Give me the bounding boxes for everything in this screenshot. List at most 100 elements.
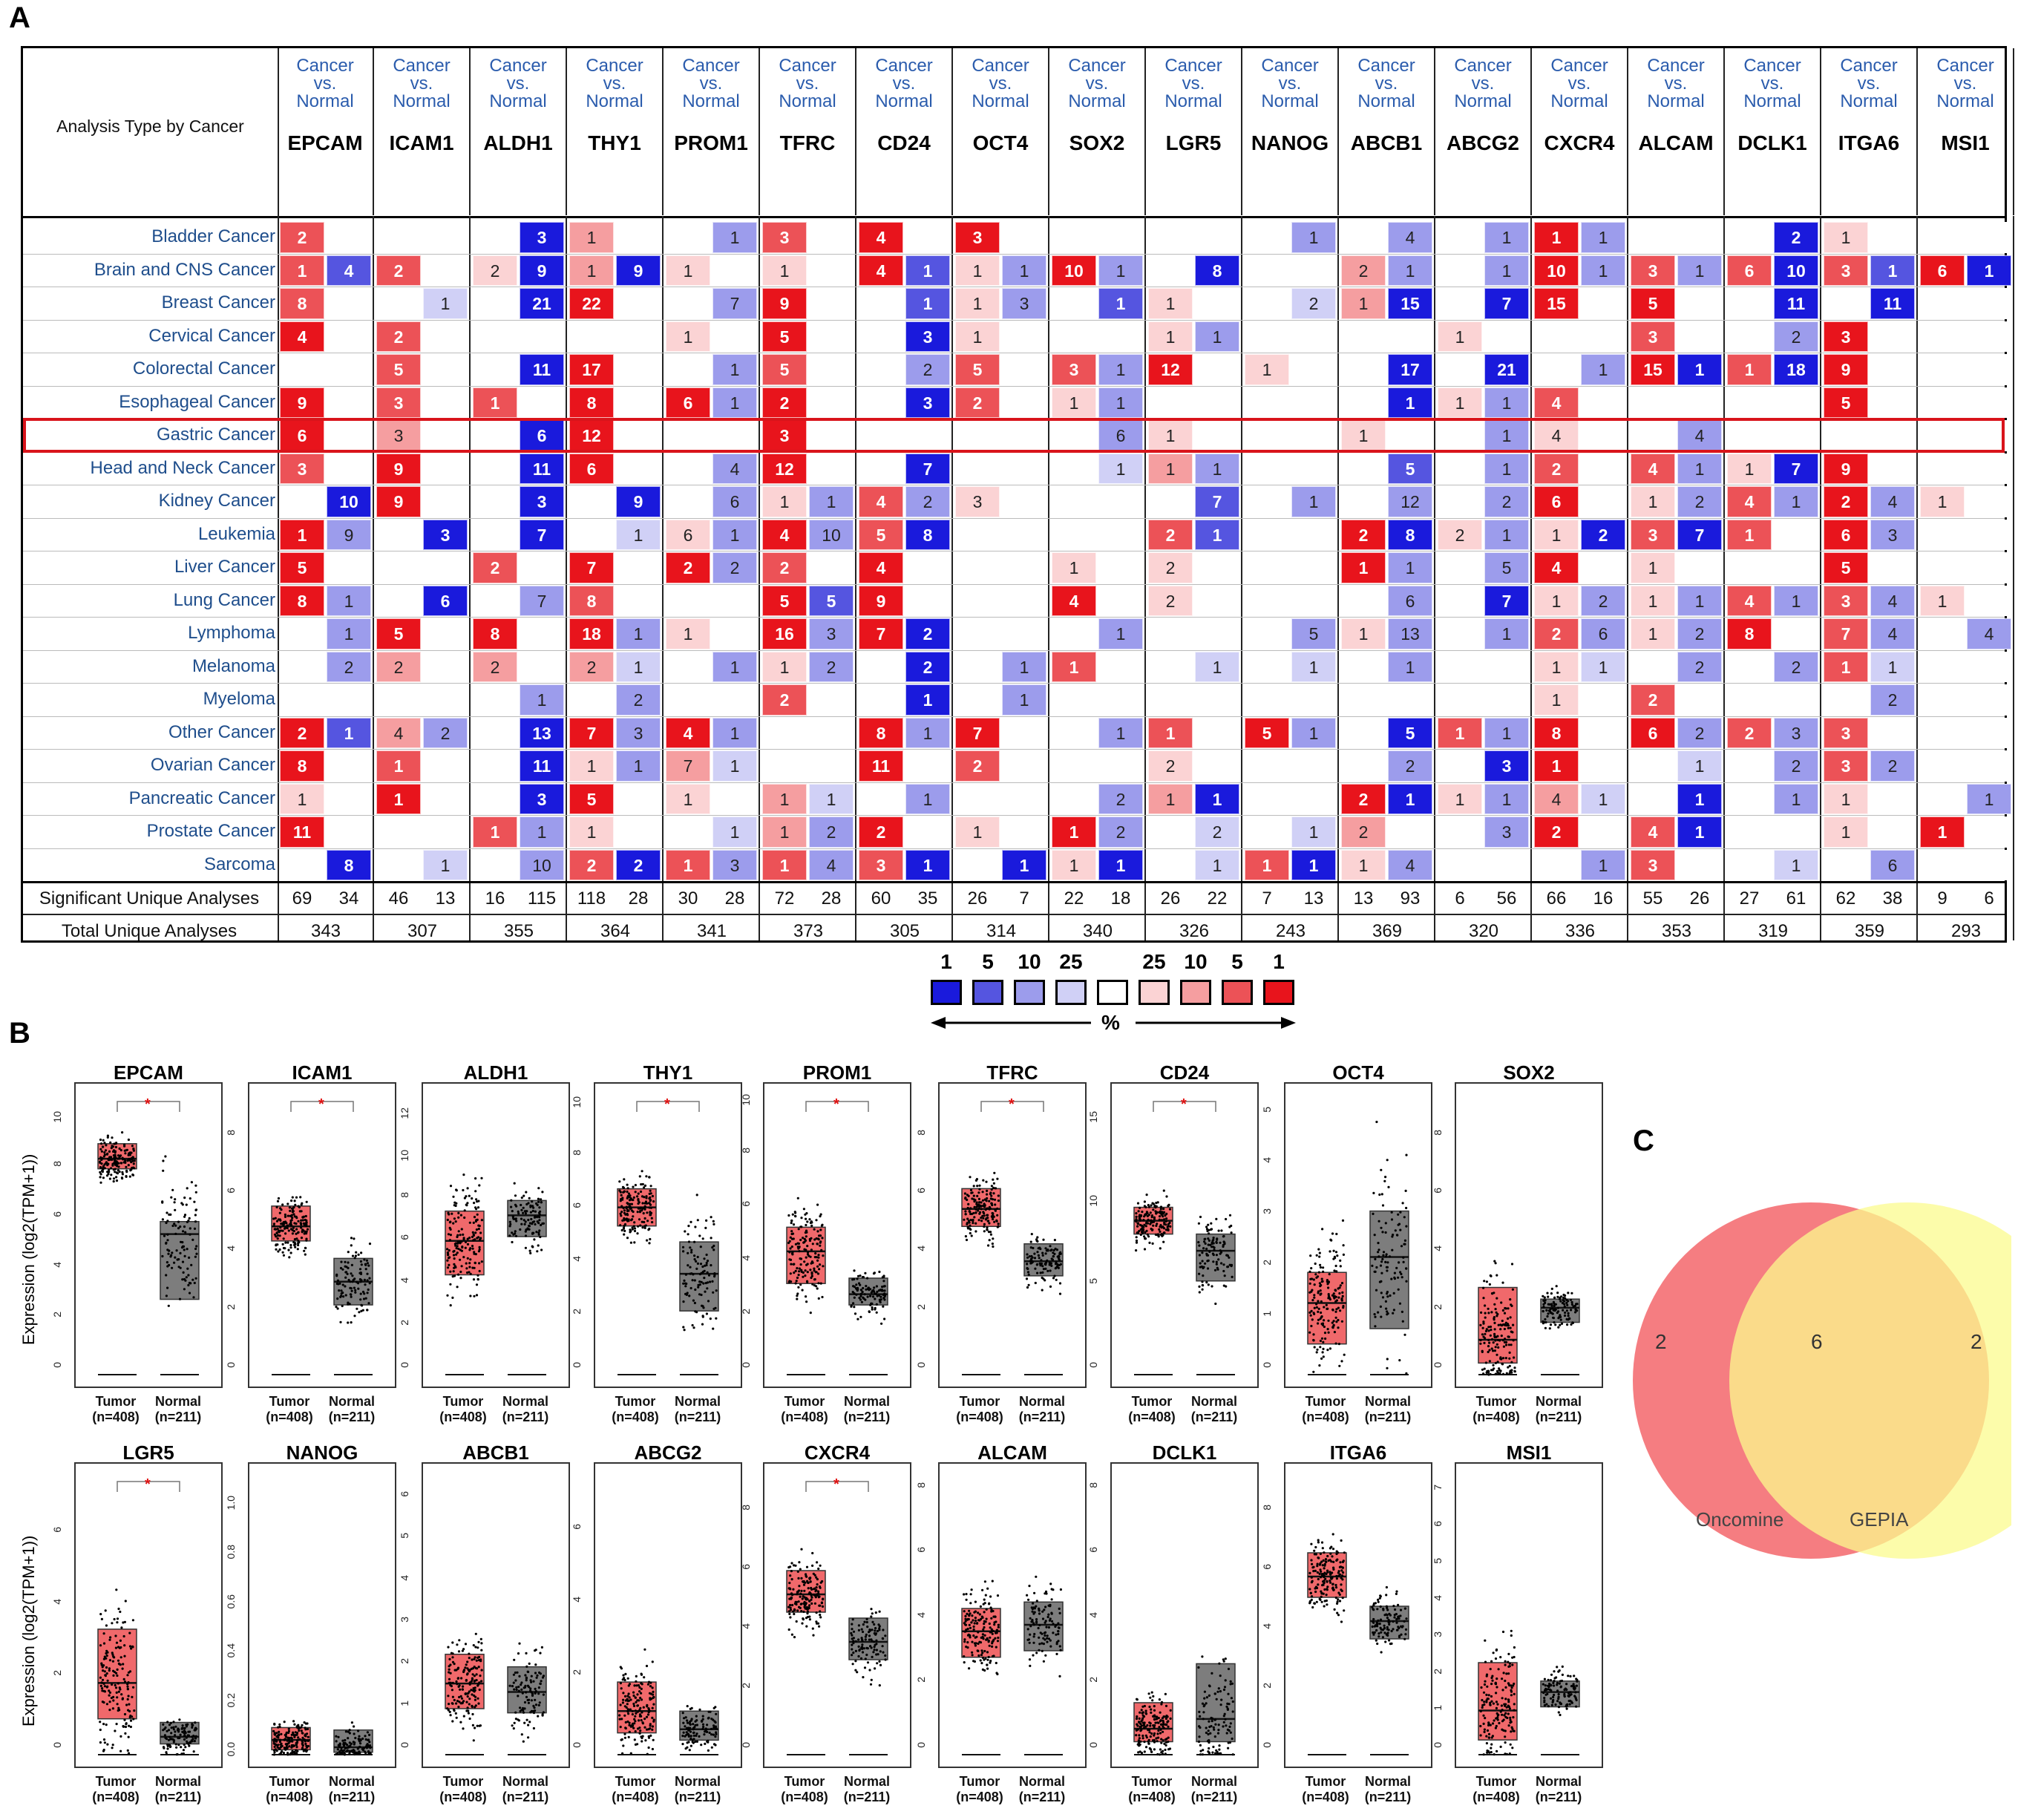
comparison-label: Cancer vs. Normal — [1339, 57, 1434, 111]
boxplot-canvas: * — [1133, 1096, 1236, 1375]
comparison-label-line: vs. — [1953, 73, 1977, 94]
overexpression-cell: 2 — [1727, 717, 1772, 748]
total-count: 243 — [1275, 921, 1306, 941]
summary-middle-rule — [23, 914, 2005, 915]
y-tick-label: 0 — [399, 1362, 410, 1368]
overexpression-cell — [1245, 750, 1289, 782]
y-tick-label: 6 — [740, 1201, 752, 1208]
overexpression-cell: 1 — [1534, 585, 1579, 616]
total-analyses-label: Total Unique Analyses — [61, 921, 237, 941]
group-name: Normal — [674, 1394, 721, 1409]
y-tick-label: 0 — [740, 1742, 752, 1748]
group-size: (n=211) — [674, 1790, 721, 1804]
group-size: (n=211) — [1190, 1790, 1238, 1804]
y-tick-label: 2 — [399, 1319, 410, 1326]
overexpression-cell: 1 — [666, 783, 710, 814]
significant-count: 22 — [1207, 888, 1228, 909]
row-label-bladder-cancer: Bladder Cancer — [151, 226, 275, 246]
underexpression-cell — [1677, 684, 1722, 716]
overexpression-cell — [1438, 816, 1482, 848]
normal-box — [1369, 1210, 1409, 1329]
underexpression-cell: 2 — [905, 651, 950, 682]
comparison-label-line: Cancer — [682, 56, 740, 76]
underexpression-cell: 1 — [1581, 651, 1625, 682]
underexpression-cell — [1967, 651, 2011, 682]
y-tick-label: 6 — [51, 1527, 63, 1533]
overexpression-cell: 3 — [955, 222, 1000, 253]
overexpression-cell: 2 — [280, 222, 324, 253]
total-count: 364 — [600, 921, 631, 941]
comparison-label: Cancer vs. Normal — [1242, 57, 1337, 111]
gene-header-icam1: Cancer vs. Normal ICAM1 — [374, 48, 471, 215]
column-divider — [566, 216, 567, 940]
underexpression-cell: 1 — [1967, 255, 2011, 286]
overexpression-cell: 2 — [376, 321, 421, 352]
overexpression-cell — [1631, 651, 1675, 682]
underexpression-cell: 3 — [809, 618, 854, 649]
overexpression-cell: 5 — [376, 618, 421, 649]
overexpression-cell: 1 — [569, 750, 614, 782]
gene-name: NANOG — [1251, 131, 1329, 154]
comparison-label-line: Cancer — [296, 56, 354, 76]
overexpression-cell — [955, 453, 1000, 484]
overexpression-cell: 7 — [859, 618, 903, 649]
overexpression-cell — [1824, 684, 1868, 716]
underexpression-cell: 3 — [1870, 519, 1915, 550]
plot-title-epcam: EPCAM — [114, 1061, 183, 1084]
y-tick-label: 0 — [51, 1362, 63, 1368]
overexpression-cell: 4 — [1631, 453, 1675, 484]
normal-sample-points — [681, 1194, 718, 1332]
y-tick-label: 0.2 — [225, 1692, 237, 1708]
overexpression-cell: 3 — [762, 222, 807, 253]
underexpression-cell: 6 — [423, 585, 468, 616]
underexpression-cell: 8 — [1195, 255, 1239, 286]
underexpression-cell — [1581, 750, 1625, 782]
underexpression-cell: 1 — [1677, 255, 1722, 286]
overexpression-cell: 8 — [569, 387, 614, 418]
underexpression-cell: 1 — [1002, 651, 1046, 682]
legend-number: 1 — [1273, 950, 1285, 973]
overexpression-cell: 3 — [859, 849, 903, 880]
overexpression-cell — [1148, 849, 1193, 880]
underexpression-cell — [616, 387, 661, 418]
overexpression-cell — [1052, 288, 1096, 319]
overexpression-cell — [1341, 453, 1386, 484]
boxplot-canvas: * — [961, 1096, 1064, 1375]
overexpression-cell — [1245, 783, 1289, 814]
group-name: Tumor — [1305, 1774, 1346, 1789]
y-tick-label: 1.0 — [225, 1495, 237, 1510]
x-label-tumor: Tumor (n=408) — [767, 1394, 842, 1425]
underexpression-cell — [1677, 849, 1722, 880]
underexpression-cell — [423, 651, 468, 682]
overexpression-cell — [1148, 684, 1193, 716]
underexpression-cell: 4 — [1870, 585, 1915, 616]
group-size: (n=408) — [1472, 1790, 1520, 1804]
underexpression-cell — [1484, 321, 1529, 352]
underexpression-cell: 1 — [809, 486, 854, 517]
comparison-label-line: vs. — [1857, 73, 1881, 94]
comparison-label-line: Normal — [586, 91, 643, 111]
overexpression-cell: 2 — [473, 552, 517, 583]
gene-name: ALDH1 — [483, 131, 553, 154]
underexpression-cell — [1195, 684, 1239, 716]
underexpression-cell: 1 — [1098, 717, 1143, 748]
x-label-normal: Normal (n=211) — [661, 1394, 735, 1425]
overexpression-cell: 8 — [280, 750, 324, 782]
overexpression-cell: 8 — [569, 585, 614, 616]
significant-count: 66 — [1546, 888, 1567, 909]
underexpression-cell: 3 — [1774, 717, 1818, 748]
underexpression-cell: 10 — [1774, 255, 1818, 286]
underexpression-cell: 7 — [520, 519, 564, 550]
group-name: Tumor — [1475, 1394, 1517, 1409]
overexpression-cell: 1 — [1727, 519, 1772, 550]
comparison-label-line: Cancer — [586, 56, 643, 76]
significant-count: 13 — [1303, 888, 1324, 909]
y-tick-label: 2 — [915, 1677, 927, 1683]
underexpression-cell — [1774, 684, 1818, 716]
overexpression-cell: 2 — [1534, 816, 1579, 848]
overexpression-cell: 2 — [376, 651, 421, 682]
gene-name: ICAM1 — [389, 131, 454, 154]
underexpression-cell: 1 — [616, 750, 661, 782]
row-label-pancreatic-cancer: Pancreatic Cancer — [128, 788, 275, 808]
boxplot-cxcr4: * — [763, 1462, 911, 1768]
